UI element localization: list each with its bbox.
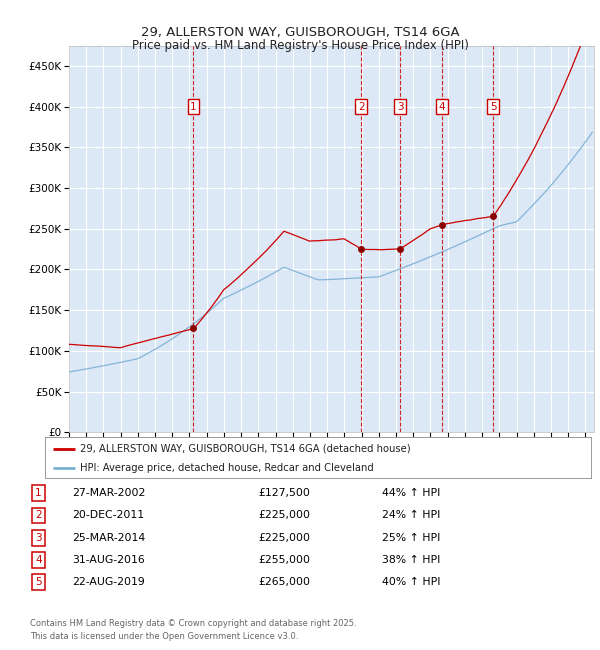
Text: £225,000: £225,000: [259, 510, 311, 521]
Text: 27-MAR-2002: 27-MAR-2002: [72, 488, 145, 499]
Text: 1: 1: [190, 101, 197, 112]
Text: 25% ↑ HPI: 25% ↑ HPI: [382, 533, 440, 543]
Text: 1: 1: [35, 488, 41, 499]
Text: 29, ALLERSTON WAY, GUISBOROUGH, TS14 6GA: 29, ALLERSTON WAY, GUISBOROUGH, TS14 6GA: [140, 26, 460, 39]
Text: £265,000: £265,000: [259, 577, 311, 587]
Text: 29, ALLERSTON WAY, GUISBOROUGH, TS14 6GA (detached house): 29, ALLERSTON WAY, GUISBOROUGH, TS14 6GA…: [80, 444, 411, 454]
Text: 40% ↑ HPI: 40% ↑ HPI: [382, 577, 440, 587]
Text: 31-AUG-2016: 31-AUG-2016: [72, 555, 145, 565]
Text: £225,000: £225,000: [259, 533, 311, 543]
Text: 25-MAR-2014: 25-MAR-2014: [72, 533, 145, 543]
Text: 4: 4: [35, 555, 41, 565]
Text: 22-AUG-2019: 22-AUG-2019: [72, 577, 145, 587]
Text: 4: 4: [439, 101, 445, 112]
Text: Contains HM Land Registry data © Crown copyright and database right 2025.: Contains HM Land Registry data © Crown c…: [30, 619, 356, 628]
Text: 5: 5: [490, 101, 496, 112]
Text: 2: 2: [35, 510, 41, 521]
Text: 5: 5: [35, 577, 41, 587]
Text: 44% ↑ HPI: 44% ↑ HPI: [382, 488, 440, 499]
Text: 3: 3: [35, 533, 41, 543]
Text: 24% ↑ HPI: 24% ↑ HPI: [382, 510, 440, 521]
Text: 2: 2: [358, 101, 364, 112]
Text: This data is licensed under the Open Government Licence v3.0.: This data is licensed under the Open Gov…: [30, 632, 298, 641]
Text: HPI: Average price, detached house, Redcar and Cleveland: HPI: Average price, detached house, Redc…: [80, 463, 374, 473]
Text: £127,500: £127,500: [259, 488, 311, 499]
Text: 38% ↑ HPI: 38% ↑ HPI: [382, 555, 440, 565]
Text: 3: 3: [397, 101, 403, 112]
Text: Price paid vs. HM Land Registry's House Price Index (HPI): Price paid vs. HM Land Registry's House …: [131, 39, 469, 52]
Text: 20-DEC-2011: 20-DEC-2011: [72, 510, 144, 521]
Text: £255,000: £255,000: [259, 555, 311, 565]
